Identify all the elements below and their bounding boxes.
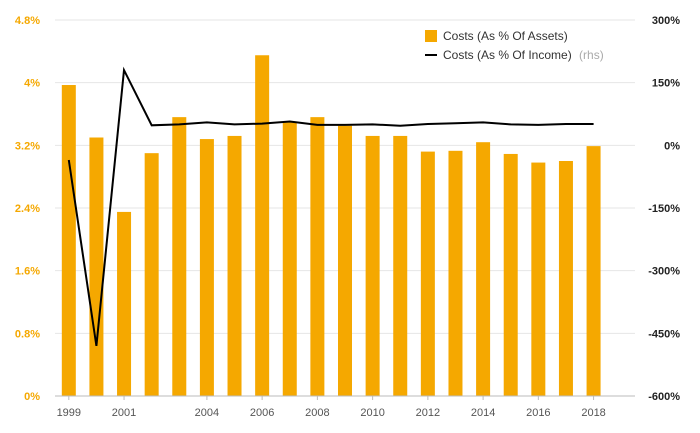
legend-label-assets: Costs (As % Of Assets) [443, 29, 568, 43]
x-axis-tick: 2004 [195, 407, 219, 419]
line-series-income [67, 66, 594, 347]
bar-2017 [558, 161, 573, 396]
legend-label-rhs: (rhs) [579, 48, 604, 62]
legend-label-income: Costs (As % Of Income) (rhs) [443, 48, 604, 62]
x-axis-tick: 2014 [471, 407, 495, 419]
left-axis-tick: 3.2% [15, 140, 40, 152]
bar-2013 [448, 150, 463, 396]
legend: Costs (As % Of Assets) Costs (As % Of In… [425, 29, 604, 62]
x-axis-tick: 2018 [581, 407, 605, 419]
right-axis-tick: -300% [648, 266, 680, 278]
right-axis-tick: 0% [664, 140, 680, 152]
bar-1999 [61, 85, 76, 397]
bar-series-assets [61, 55, 601, 397]
x-axis-tick: 2001 [112, 407, 136, 419]
left-axis-tick: 0% [24, 391, 40, 403]
left-axis-tick: 2.4% [15, 203, 40, 215]
left-axis-tick: 4% [24, 78, 40, 90]
bar-2011 [393, 135, 408, 396]
bar-2009 [338, 125, 352, 396]
x-axis-tick: 1999 [57, 407, 81, 419]
left-axis-tick: 4.8% [15, 15, 40, 27]
right-axis-tick: -600% [648, 391, 680, 403]
bar-2007 [282, 121, 297, 396]
legend-label-income-text: Costs (As % Of Income) [443, 48, 572, 62]
right-axis-tick: -150% [648, 203, 680, 215]
bar-2018 [586, 146, 601, 396]
bar-2014 [476, 142, 491, 396]
line-income-path [67, 66, 594, 347]
bar-2006 [255, 55, 270, 396]
axes: 0% -600% 0.8% -450% 1.6% -300% 2.4% -150% 3.2% 0%… [15, 15, 680, 419]
x-axis-tick: 2016 [526, 407, 550, 419]
bar-2001 [117, 211, 132, 396]
bar-2008 [310, 117, 325, 396]
x-axis-tick: 2010 [360, 407, 384, 419]
bar-2004 [199, 139, 214, 397]
bar-2003 [172, 117, 187, 396]
legend-swatch-assets [425, 30, 437, 42]
x-axis-tick: 2008 [305, 407, 329, 419]
bar-2000 [89, 137, 104, 396]
left-axis-tick: 1.6% [15, 266, 40, 278]
right-axis-tick: 300% [652, 15, 680, 27]
right-axis-tick: -450% [648, 328, 680, 340]
bar-2015 [503, 153, 518, 396]
bar-2016 [531, 162, 546, 396]
bar-2002 [144, 153, 159, 396]
bar-2005 [227, 135, 242, 396]
left-axis-tick: 0.8% [15, 328, 40, 340]
bar-2012 [420, 151, 435, 396]
bar-2010 [365, 135, 380, 396]
right-axis-tick: 150% [652, 78, 680, 90]
x-axis-tick: 2012 [416, 407, 440, 419]
x-axis-tick: 2006 [250, 407, 274, 419]
